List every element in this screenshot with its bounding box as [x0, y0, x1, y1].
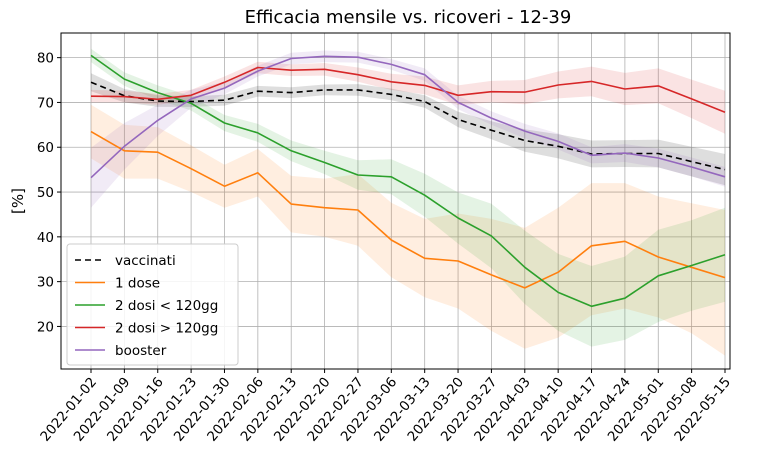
y-tick-label: 30 [37, 275, 54, 291]
legend-label-0: vaccinati [115, 253, 176, 269]
y-axis-ticks: 20 30 40 50 60 70 80 [37, 51, 61, 335]
confidence-band-0 [91, 73, 725, 186]
x-axis-ticks: 2022-01-022022-01-092022-01-162022-01-23… [37, 369, 734, 445]
legend-label-1: 1 dose [115, 276, 160, 292]
y-tick-label: 80 [37, 51, 54, 67]
confidence-band-3 [91, 61, 725, 134]
y-tick-label: 50 [37, 185, 54, 201]
series-line-1 [90, 130, 726, 289]
series-line-3 [90, 66, 726, 114]
y-axis-label: [%] [9, 188, 27, 214]
legend-label-3: 2 dosi > 120gg [115, 321, 218, 337]
series-lines [90, 54, 726, 308]
plot-frame [60, 32, 731, 370]
y-tick-label: 60 [37, 140, 54, 156]
y-tick-label: 40 [37, 230, 54, 246]
legend-label-2: 2 dosi < 120gg [115, 298, 218, 314]
chart-title: Efficacia mensile vs. ricoveri - 12-39 [245, 7, 572, 28]
series-line-2 [90, 54, 726, 308]
legend-box [66, 243, 239, 366]
legend-label-4: booster [115, 343, 167, 359]
legend: vaccinati 1 dose 2 dosi < 120gg 2 dosi > 12… [66, 243, 239, 366]
confidence-band-2 [91, 48, 725, 347]
series-line-4 [90, 55, 726, 179]
y-tick-label: 70 [37, 95, 54, 111]
confidence-band-1 [91, 104, 725, 356]
y-tick-label: 20 [37, 319, 54, 335]
grid [61, 33, 730, 369]
confidence-bands [91, 48, 725, 356]
